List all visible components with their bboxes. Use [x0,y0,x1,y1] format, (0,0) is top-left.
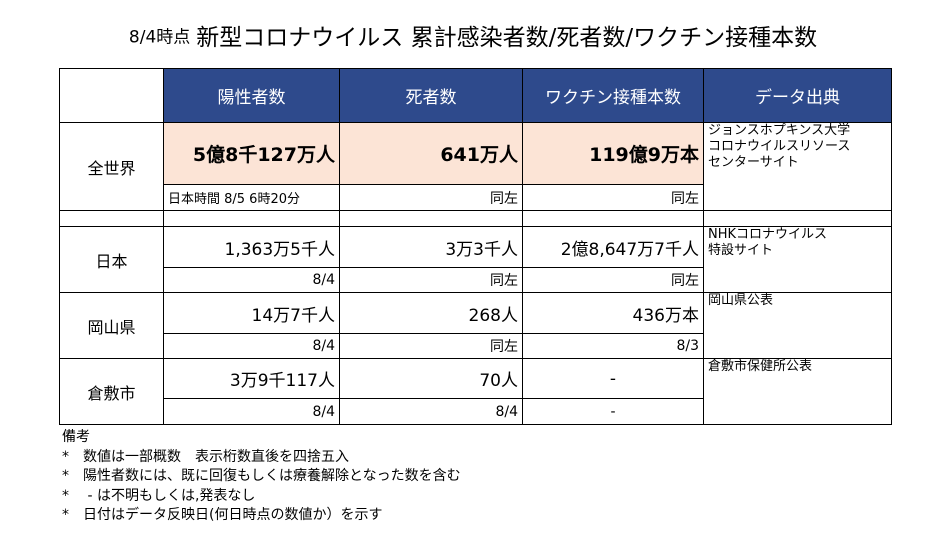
world-positive-date: 日本時間 8/5 6時20分 [163,184,340,211]
kurashiki-vaccines: - [522,358,704,399]
header-positive: 陽性者数 [163,68,340,123]
header-corner [59,68,164,123]
world-vaccines-date: 同左 [522,184,704,211]
region-japan: 日本 [59,226,164,293]
japan-source-line: 特設サイト [708,243,774,258]
world-source-line: コロナウイルスリソース [708,139,851,154]
world-vaccines: 119億9万本 [522,122,704,185]
okayama-positive-date: 8/4 [163,333,340,359]
world-positive: 5億8千127万人 [163,122,340,185]
note-item: * 日付はデータ反映日(何日時点の数値か）を示す [62,507,383,523]
world-source-line: ジョンスホプキンス大学 [708,123,851,139]
region-okayama: 岡山県 [59,292,164,359]
world-deaths-date: 同左 [339,184,523,211]
title-main: 新型コロナウイルス 累計感染者数/死者数/ワクチン接種本数 [196,25,818,51]
kurashiki-positive-date: 8/4 [163,398,340,425]
okayama-deaths-date: 同左 [339,333,523,359]
table-row: 日本時間 8/5 6時20分 同左 同左 [60,184,892,211]
table-row: 日本 1,363万5千人 3万3千人 2億8,647万7千人 NHKコロナウイル… [59,226,892,293]
notes: 備考 * 数値は一部概数 表示桁数直後を四捨五入 * 陽性者数には、既に回復もし… [62,428,461,526]
world-source: ジョンスホプキンス大学 コロナウイルスリソース センターサイト [703,122,892,211]
kurashiki-deaths: 70人 [339,358,523,399]
table-row: 8/4 同左 同左 [60,267,892,293]
japan-deaths: 3万3千人 [339,226,523,268]
stats-table: 陽性者数 死者数 ワクチン接種本数 データ出典 全世界 5億8千127万人 64… [59,68,892,425]
japan-vaccines: 2億8,647万7千人 [522,226,704,268]
japan-vaccines-date: 同左 [522,267,704,293]
world-source-line: センターサイト [708,155,799,170]
table-row: 全世界 5億8千127万人 641万人 119億9万本 ジョンスホプキンス大学コ… [59,122,892,211]
kurashiki-deaths-date: 8/4 [339,398,523,425]
okayama-positive: 14万7千人 [163,292,340,334]
region-kurashiki: 倉敷市 [59,358,164,425]
header-vaccines: ワクチン接種本数 [522,68,704,123]
note-item: * 陽性者数には、既に回復もしくは療養解除となった数を含む [62,468,461,484]
japan-positive: 1,363万5千人 [163,226,340,268]
okayama-source: 岡山県公表 [703,292,892,359]
header-deaths: 死者数 [339,68,523,123]
kurashiki-source: 倉敷市保健所公表 [703,358,892,425]
header-source: データ出典 [703,68,892,123]
title-date: 8/4時点 [128,27,191,48]
table-row: 倉敷市 3万9千117人 70人 - 倉敷市保健所公表 [59,358,892,425]
okayama-vaccines-date: 8/3 [522,333,704,359]
notes-heading: 備考 [62,429,90,445]
okayama-vaccines: 436万本 [522,292,704,334]
japan-deaths-date: 同左 [339,267,523,293]
kurashiki-vaccines-date: - [522,398,704,425]
note-item: * - は不明もしくは,発表なし [62,487,256,504]
kurashiki-positive: 3万9千117人 [163,358,340,399]
page-title: 8/4時点 新型コロナウイルス 累計感染者数/死者数/ワクチン接種本数 [0,18,946,52]
world-deaths: 641万人 [339,122,523,185]
okayama-deaths: 268人 [339,292,523,334]
table-row: 8/4 8/4 - [60,398,892,425]
region-world: 全世界 [59,122,164,211]
japan-source-line: NHKコロナウイルス [708,227,828,243]
table-row: 8/4 同左 8/3 [60,333,892,359]
header-row: 陽性者数 死者数 ワクチン接種本数 データ出典 [59,68,892,123]
kurashiki-source-line: 倉敷市保健所公表 [708,359,813,375]
spacer-row [59,210,892,227]
japan-source: NHKコロナウイルス 特設サイト [703,226,892,293]
table-row: 岡山県 14万7千人 268人 436万本 岡山県公表 [59,292,892,359]
japan-positive-date: 8/4 [163,267,340,293]
note-item: * 数値は一部概数 表示桁数直後を四捨五入 [62,448,349,465]
okayama-source-line: 岡山県公表 [708,293,774,309]
